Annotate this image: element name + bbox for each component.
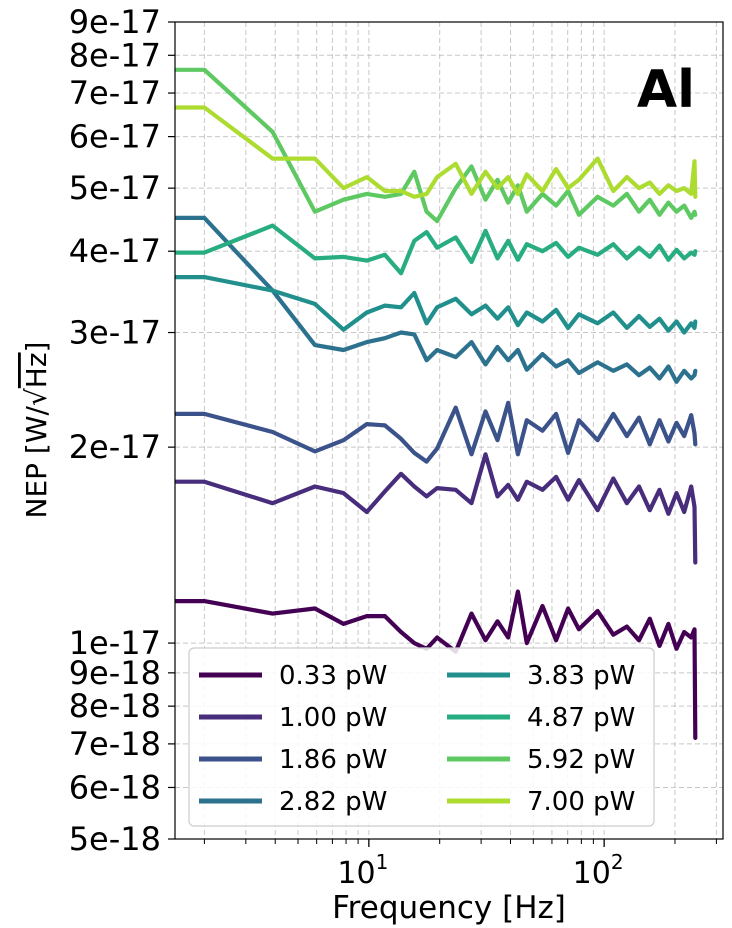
x-tick-exponent: 1: [376, 850, 389, 874]
y-axis-label: NEP [W/√Hz]: [20, 341, 53, 518]
x-tick-exponent: 2: [611, 850, 624, 874]
series-lines: [175, 67, 698, 741]
annotation-label: Al: [637, 60, 695, 120]
series-line-1-86-pw: [175, 400, 698, 464]
y-tick-label: 7e-18: [69, 725, 161, 763]
x-tick-base: 10: [573, 856, 611, 891]
y-tick-label: 6e-18: [69, 768, 161, 806]
y-axis-label-suffix: ]: [20, 341, 53, 352]
y-tick-label: 8e-18: [69, 687, 161, 725]
legend-label: 7.00 pW: [527, 787, 635, 817]
y-tick-label: 7e-17: [69, 74, 161, 112]
legend-label: 1.00 pW: [279, 703, 387, 733]
legend-label: 1.86 pW: [279, 745, 387, 775]
legend-label: 4.87 pW: [527, 703, 635, 733]
y-tick-label: 1e-17: [69, 624, 161, 662]
y-tick-label: 5e-18: [69, 820, 161, 858]
y-axis-label-prefix: NEP [W/: [20, 405, 53, 518]
y-tick-label: 4e-17: [69, 232, 161, 270]
y-axis-label-sqrt: √: [20, 388, 53, 406]
series-line-7-00-pw: [175, 105, 698, 199]
y-tick-label: 6e-17: [69, 118, 161, 156]
y-tick-label: 5e-17: [69, 169, 161, 207]
legend-label: 0.33 pW: [279, 661, 387, 691]
y-tick-label: 3e-17: [69, 314, 161, 352]
series-line-3-83-pw: [175, 275, 698, 335]
legend-box: [188, 647, 655, 827]
y-tick-label: 9e-17: [69, 3, 161, 41]
svg-text:NEP [W/√Hz]: NEP [W/√Hz]: [20, 341, 53, 518]
x-axis-label: Frequency [Hz]: [332, 890, 566, 926]
y-tick-label: 8e-17: [69, 36, 161, 74]
x-tick-base: 10: [337, 856, 375, 891]
legend-label: 2.82 pW: [279, 787, 387, 817]
y-tick-label: 9e-18: [69, 654, 161, 692]
legend-label: 3.83 pW: [527, 661, 635, 691]
legend-label: 5.92 pW: [527, 745, 635, 775]
x-tick-label: 102: [573, 850, 624, 891]
y-axis-label-radicand: Hz: [20, 352, 53, 388]
legend: 0.33 pW 1.00 pW 1.86 pW 2.82 pW 3.83 pW 4.87 …: [188, 647, 655, 827]
x-axis-ticks: 101 102: [203, 839, 717, 891]
series-line-2-82-pw: [175, 215, 698, 384]
y-tick-label: 2e-17: [69, 428, 161, 466]
series-line-4-87-pw: [175, 223, 698, 276]
plot-frame: [174, 21, 724, 840]
series-line-0-33-pw: [175, 589, 698, 741]
x-tick-label: 101: [337, 850, 388, 891]
series-line-5-92-pw: [175, 67, 698, 224]
series-line-1-00-pw: [175, 452, 698, 565]
